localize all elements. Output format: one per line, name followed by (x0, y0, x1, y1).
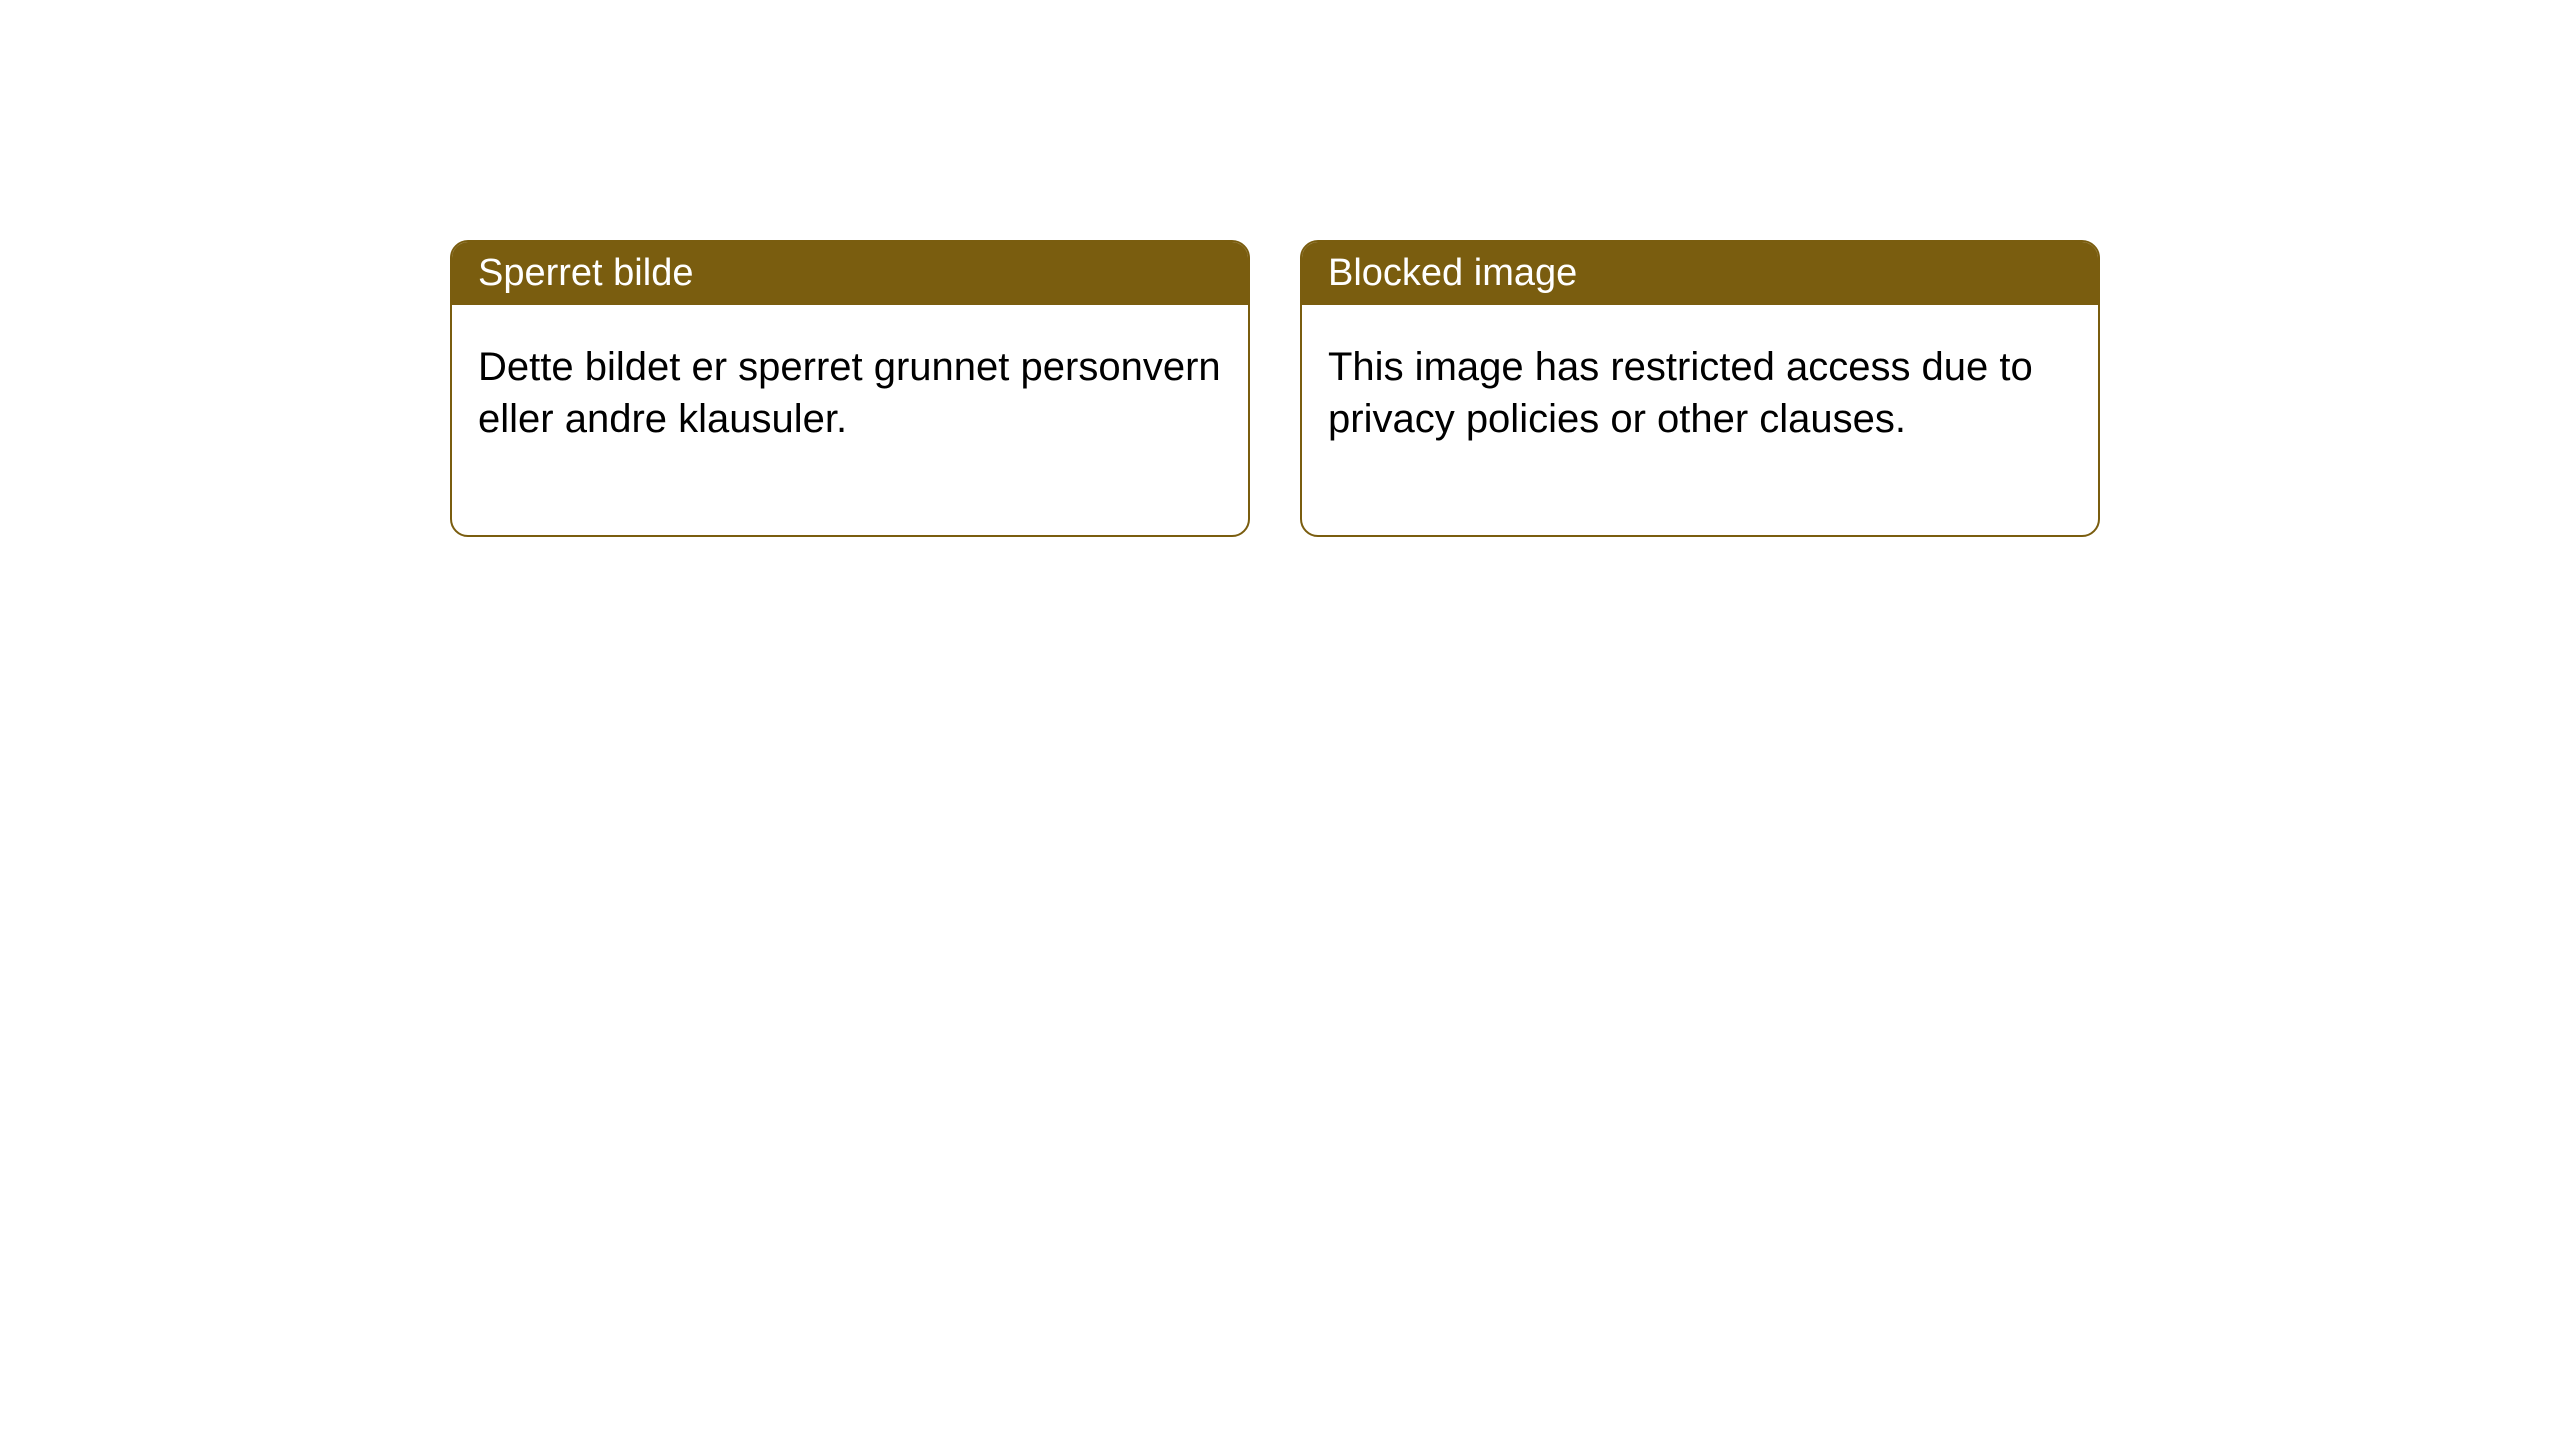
notice-card-norwegian: Sperret bilde Dette bildet er sperret gr… (450, 240, 1250, 537)
notice-title-norwegian: Sperret bilde (452, 242, 1248, 305)
notice-card-english: Blocked image This image has restricted … (1300, 240, 2100, 537)
notice-container: Sperret bilde Dette bildet er sperret gr… (0, 0, 2560, 537)
notice-title-english: Blocked image (1302, 242, 2098, 305)
notice-body-norwegian: Dette bildet er sperret grunnet personve… (452, 305, 1248, 535)
notice-body-english: This image has restricted access due to … (1302, 305, 2098, 535)
